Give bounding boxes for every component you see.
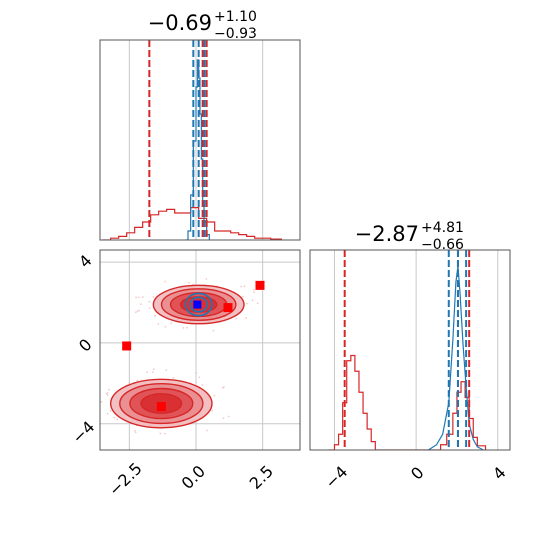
hist-panel-top: −0.69 +1.10 −0.93 (99, 9, 301, 241)
frame-top (99, 39, 301, 241)
plot-area-top (102, 40, 282, 240)
scatter-point (137, 296, 140, 299)
scatter-point (151, 371, 154, 373)
scatter-point (235, 317, 238, 320)
scatter-point (242, 295, 244, 298)
title-right-sup: +4.81 (421, 220, 464, 236)
plot-area-right (328, 250, 487, 450)
xtick-label: 4 (489, 463, 510, 484)
xtick-labels: −2.5 0.0 2.5 (105, 459, 277, 500)
xtick-label: 2.5 (246, 462, 277, 493)
scatter-point (205, 277, 208, 280)
hist-red-right (328, 354, 487, 450)
scatter-point (148, 307, 151, 310)
scatter-point (192, 283, 195, 286)
scatter-point (136, 310, 139, 313)
scatter-point (211, 409, 214, 412)
xtick-label: 0.0 (178, 462, 209, 493)
title-top-sub: −0.93 (214, 26, 257, 42)
scatter-point (172, 376, 175, 379)
scatter-point (243, 285, 246, 288)
scatter-point (136, 379, 139, 382)
ytick-label: −4 (68, 417, 98, 447)
scatter-point (113, 416, 116, 419)
contour-blue-level (189, 296, 209, 313)
ytick-label: 0 (75, 335, 96, 356)
frame-bottom-right (309, 249, 511, 451)
scatter-point (106, 412, 109, 415)
scatter-point (253, 288, 255, 291)
scatter-point (201, 384, 204, 386)
scatter-point (164, 325, 167, 328)
scatter-point (109, 410, 112, 412)
scatter-point (245, 317, 247, 319)
scatter-point (159, 432, 162, 435)
scatter-point (240, 285, 243, 288)
scatter-point (222, 386, 225, 389)
title-top-main: −0.69 (148, 11, 212, 35)
hist-panel-right: −2.87 +4.81 −0.66 −4 0 4 (309, 220, 511, 492)
scatter-point (246, 302, 248, 305)
scatter-point (106, 392, 109, 394)
scatter-point (256, 302, 259, 305)
scatter-point (140, 303, 142, 306)
scatter-point (146, 371, 148, 374)
ytick-labels: 4 0 −4 (68, 251, 98, 447)
scatter-point (157, 323, 160, 325)
marker-red (255, 280, 265, 290)
scatter-point (154, 314, 156, 317)
title-top-sup: +1.10 (214, 9, 257, 25)
scatter-point (138, 309, 141, 312)
scatter-point (253, 291, 255, 294)
scatter-point (227, 415, 230, 418)
marker-red (156, 402, 166, 412)
scatter-point (134, 429, 136, 432)
scatter-point (170, 322, 173, 325)
frame-bottom-left (99, 249, 301, 451)
scatter-point (152, 295, 155, 298)
scatter-point (163, 432, 166, 435)
xtick-labels-right: −4 0 4 (321, 462, 509, 492)
xtick-label: −2.5 (105, 459, 146, 500)
scatter-point (97, 390, 99, 392)
scatter-point (128, 382, 131, 384)
scatter-point (148, 300, 151, 303)
xtick-label: 0 (407, 463, 428, 484)
contour-blue-level (184, 292, 213, 317)
scatter-point (152, 368, 155, 371)
title-right-main: −2.87 (355, 222, 419, 246)
marker-blue (193, 300, 202, 309)
scatter-point (188, 282, 190, 284)
scatter-point (222, 417, 225, 420)
scatter-point (134, 431, 137, 434)
scatter-point (198, 376, 201, 379)
scatter-point (135, 296, 137, 299)
hist-blue-right (428, 266, 484, 450)
marker-red (122, 341, 132, 351)
scatter-point (141, 296, 144, 298)
title-right-sub: −0.66 (421, 237, 464, 253)
scatter-point (164, 280, 167, 283)
scatter-point (106, 394, 109, 397)
scatter-point (212, 329, 215, 332)
scatter-point (182, 327, 185, 329)
scatter-point (206, 429, 208, 432)
scatter-point (108, 388, 110, 391)
contour-panel: 4 0 −4 −2.5 0.0 2.5 (68, 249, 301, 500)
scatter-point (251, 299, 254, 302)
plot-area-contour (97, 277, 265, 435)
scatter-point (195, 371, 198, 374)
xtick-label: −4 (321, 462, 351, 492)
scatter-point (100, 400, 103, 403)
marker-red (223, 303, 233, 313)
scatter-point (116, 418, 119, 421)
scatter-point (186, 326, 189, 329)
scatter-point (213, 394, 216, 397)
ytick-label: 4 (75, 251, 96, 272)
scatter-point (165, 369, 168, 372)
grid-bottom-right (333, 250, 499, 450)
scatter-point (134, 311, 137, 314)
